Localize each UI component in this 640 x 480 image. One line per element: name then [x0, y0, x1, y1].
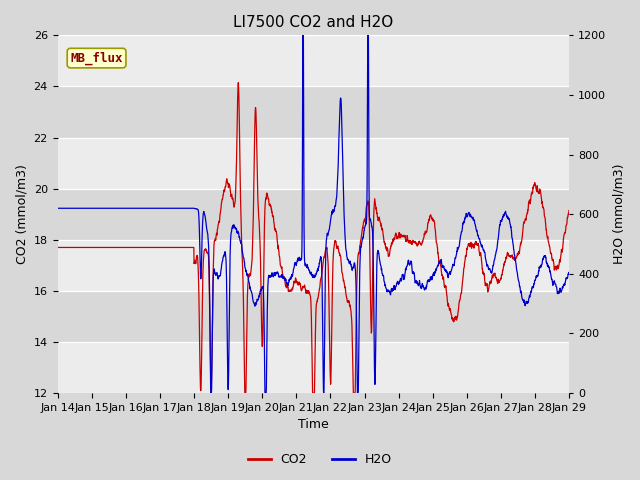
- Y-axis label: CO2 (mmol/m3): CO2 (mmol/m3): [15, 164, 28, 264]
- Bar: [58, 189, 570, 240]
- Bar: [58, 342, 570, 393]
- Bar: [58, 36, 570, 86]
- Y-axis label: H2O (mmol/m3): H2O (mmol/m3): [612, 164, 625, 264]
- Bar: [58, 240, 570, 291]
- Title: LI7500 CO2 and H2O: LI7500 CO2 and H2O: [234, 15, 394, 30]
- Text: MB_flux: MB_flux: [70, 51, 123, 65]
- Legend: CO2, H2O: CO2, H2O: [243, 448, 397, 471]
- Bar: [58, 86, 570, 138]
- X-axis label: Time: Time: [298, 419, 329, 432]
- Bar: [58, 291, 570, 342]
- Bar: [58, 138, 570, 189]
